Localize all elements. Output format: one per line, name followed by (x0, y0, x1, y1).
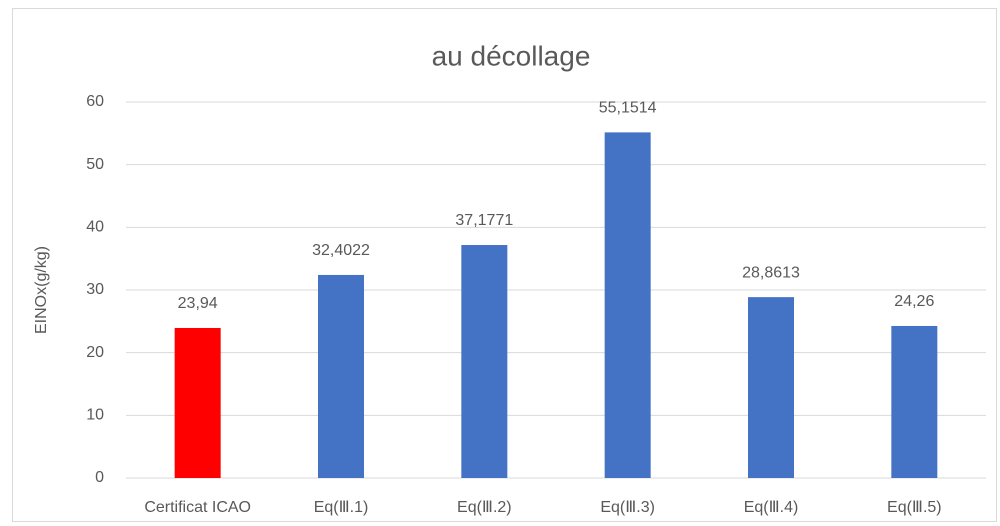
y-tick-label: 30 (86, 281, 104, 298)
bar (461, 245, 508, 478)
y-tick-label: 50 (86, 156, 104, 173)
bar (174, 327, 221, 478)
data-label: 28,8613 (742, 264, 800, 281)
data-label: 55,1514 (599, 100, 657, 117)
x-tick-label: Certificat ICAO (144, 499, 251, 516)
chart-title: au décollage (432, 40, 591, 71)
x-tick-label: Eq(Ⅲ.5) (887, 499, 942, 516)
bar (891, 325, 938, 478)
bar (318, 274, 364, 478)
y-axis-label: EINOx(g/kg) (33, 246, 50, 334)
y-tick-label: 0 (95, 469, 104, 486)
x-tick-label: Eq(Ⅲ.2) (457, 499, 512, 516)
y-tick-label: 10 (86, 407, 104, 424)
x-tick-label: Eq(Ⅲ.4) (744, 499, 799, 516)
data-label: 23,94 (178, 295, 218, 312)
data-label: 24,26 (894, 293, 934, 310)
bar (748, 297, 794, 478)
bar (604, 132, 651, 478)
x-tick-label: Eq(Ⅲ.1) (314, 499, 369, 516)
y-tick-label: 40 (86, 219, 104, 236)
data-label: 32,4022 (312, 242, 370, 259)
x-tick-label: Eq(Ⅲ.3) (600, 499, 655, 516)
y-tick-label: 20 (86, 344, 104, 361)
y-tick-label: 60 (86, 93, 104, 110)
data-label: 37,1771 (455, 212, 513, 229)
